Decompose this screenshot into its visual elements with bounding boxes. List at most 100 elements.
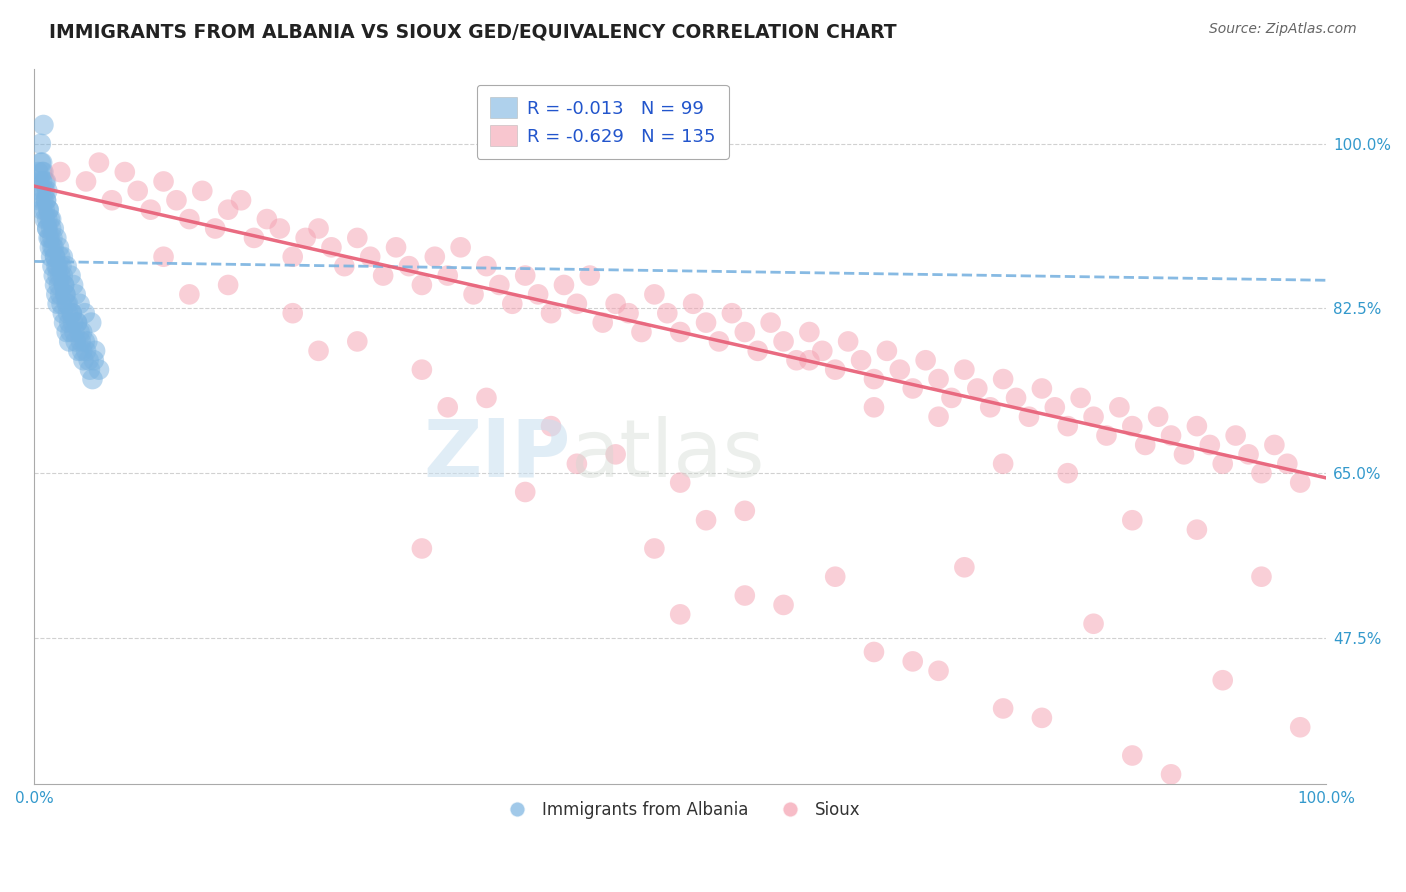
Point xyxy=(669,475,692,490)
Point xyxy=(527,287,550,301)
Point xyxy=(1135,438,1157,452)
Point xyxy=(217,202,239,217)
Point xyxy=(759,316,782,330)
Point xyxy=(1121,748,1143,763)
Point xyxy=(1289,475,1312,490)
Text: Source: ZipAtlas.com: Source: ZipAtlas.com xyxy=(1209,22,1357,37)
Point xyxy=(38,231,60,245)
Text: ZIP: ZIP xyxy=(423,416,571,494)
Point xyxy=(630,325,652,339)
Point xyxy=(734,325,756,339)
Point xyxy=(1198,438,1220,452)
Point xyxy=(38,202,60,217)
Point xyxy=(127,184,149,198)
Point xyxy=(540,419,562,434)
Point xyxy=(269,221,291,235)
Point xyxy=(75,343,97,358)
Point xyxy=(51,259,73,273)
Point xyxy=(928,664,950,678)
Point xyxy=(52,268,75,283)
Point xyxy=(333,259,356,273)
Point xyxy=(114,165,136,179)
Point xyxy=(41,240,63,254)
Point xyxy=(605,447,627,461)
Point xyxy=(45,287,67,301)
Point xyxy=(70,325,93,339)
Point xyxy=(734,504,756,518)
Point xyxy=(436,401,458,415)
Point xyxy=(39,250,62,264)
Point xyxy=(1289,720,1312,734)
Point xyxy=(863,645,886,659)
Point xyxy=(863,401,886,415)
Point xyxy=(772,334,794,349)
Point xyxy=(411,541,433,556)
Point xyxy=(308,343,330,358)
Point xyxy=(1250,466,1272,480)
Text: atlas: atlas xyxy=(571,416,765,494)
Point xyxy=(84,343,107,358)
Point xyxy=(51,297,73,311)
Point xyxy=(450,240,472,254)
Point xyxy=(32,118,55,132)
Point xyxy=(55,297,77,311)
Point xyxy=(592,316,614,330)
Point xyxy=(837,334,859,349)
Point xyxy=(928,372,950,386)
Point xyxy=(55,259,77,273)
Point xyxy=(243,231,266,245)
Point xyxy=(1018,409,1040,424)
Point xyxy=(217,277,239,292)
Point xyxy=(308,221,330,235)
Point xyxy=(70,334,93,349)
Point xyxy=(889,362,911,376)
Legend: Immigrants from Albania, Sioux: Immigrants from Albania, Sioux xyxy=(494,794,868,825)
Point xyxy=(1121,513,1143,527)
Point xyxy=(643,541,665,556)
Point xyxy=(1147,409,1170,424)
Point xyxy=(48,240,70,254)
Point xyxy=(139,202,162,217)
Point xyxy=(46,259,69,273)
Point xyxy=(281,250,304,264)
Point xyxy=(73,334,96,349)
Point xyxy=(44,277,66,292)
Point xyxy=(953,560,976,574)
Point xyxy=(45,231,67,245)
Point xyxy=(87,362,110,376)
Point xyxy=(1070,391,1092,405)
Point xyxy=(66,316,89,330)
Point xyxy=(229,194,252,208)
Point xyxy=(65,287,87,301)
Point xyxy=(30,184,52,198)
Point xyxy=(37,221,59,235)
Point xyxy=(772,598,794,612)
Point xyxy=(565,457,588,471)
Point xyxy=(58,316,80,330)
Point xyxy=(87,155,110,169)
Point xyxy=(1083,616,1105,631)
Point xyxy=(1237,447,1260,461)
Point xyxy=(1083,409,1105,424)
Point xyxy=(515,268,537,283)
Point xyxy=(49,250,72,264)
Point xyxy=(294,231,316,245)
Point xyxy=(578,268,600,283)
Point xyxy=(799,353,821,368)
Point xyxy=(46,297,69,311)
Point xyxy=(721,306,744,320)
Point xyxy=(32,165,55,179)
Point xyxy=(204,221,226,235)
Point xyxy=(799,325,821,339)
Point xyxy=(1005,391,1028,405)
Point xyxy=(76,334,98,349)
Point xyxy=(101,194,124,208)
Point xyxy=(66,316,89,330)
Point xyxy=(28,194,51,208)
Point xyxy=(38,202,60,217)
Point xyxy=(1095,428,1118,442)
Point xyxy=(669,325,692,339)
Point xyxy=(811,343,834,358)
Point xyxy=(256,212,278,227)
Point xyxy=(734,589,756,603)
